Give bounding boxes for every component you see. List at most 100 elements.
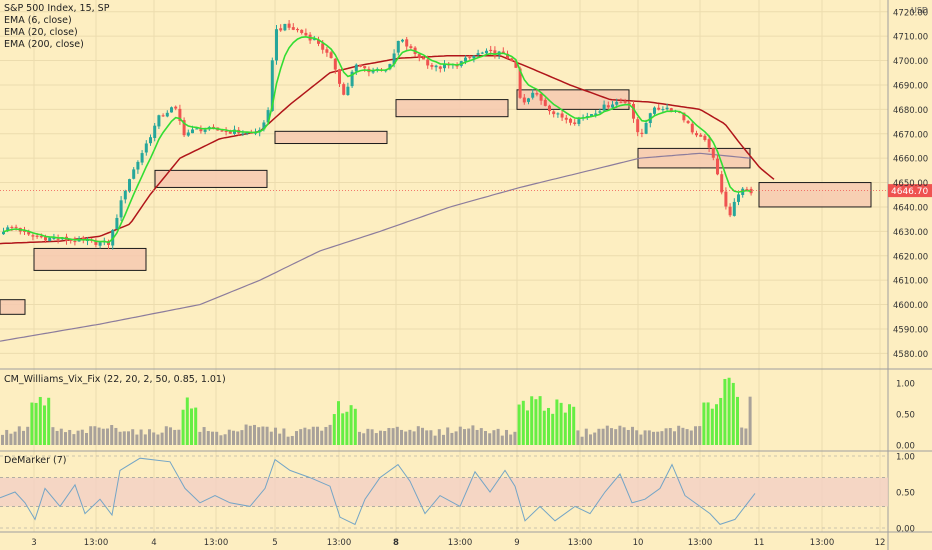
candle-body: [577, 119, 581, 124]
vix-bar: [689, 430, 693, 445]
vix-bar: [425, 430, 429, 445]
vix-bar: [677, 425, 681, 445]
demarker-band: [0, 477, 888, 507]
candle-body: [569, 118, 572, 123]
candle-body: [371, 70, 375, 73]
price-tick: 4640.00: [893, 203, 928, 213]
candle-body: [443, 64, 446, 69]
vix-bar: [429, 430, 433, 445]
vix-bar: [316, 426, 319, 445]
vix-legend[interactable]: CM_Williams_Vix_Fix (22, 20, 2, 50, 0.85…: [4, 374, 226, 385]
candle-body: [430, 65, 434, 67]
candle-body: [619, 101, 623, 103]
vix-bar: [618, 425, 622, 445]
candle-body: [27, 230, 31, 235]
candle-body: [317, 39, 320, 44]
vix-bar: [59, 428, 63, 445]
vix-bar: [295, 431, 298, 445]
vix-bar: [442, 434, 445, 445]
vix-bar: [374, 433, 378, 445]
candle-body: [573, 122, 577, 125]
ema20-line: [0, 54, 775, 245]
zones: [0, 89, 872, 315]
candle-body: [287, 23, 291, 28]
candle-body: [510, 58, 514, 62]
vix-bar: [303, 427, 307, 445]
candle-body: [409, 46, 413, 49]
vix-bar: [736, 396, 739, 445]
candle-body: [531, 92, 535, 98]
candle-body: [535, 93, 539, 95]
vix-bar: [496, 428, 500, 445]
demarker-legend[interactable]: DeMarker (7): [4, 455, 67, 466]
candle-body: [333, 58, 337, 70]
candle-body: [564, 117, 568, 120]
vix-bar: [80, 429, 84, 445]
grid-lines: [0, 0, 888, 532]
vix-bar: [404, 431, 408, 445]
candle-body: [52, 238, 56, 240]
candle-body: [161, 115, 165, 117]
vix-bar: [681, 427, 685, 445]
vix-bar: [337, 401, 340, 445]
vix-bar: [22, 430, 25, 445]
time-tick: 13:00: [568, 538, 593, 548]
candle-body: [115, 217, 119, 230]
vix-bar: [202, 427, 206, 445]
candle-body: [489, 49, 493, 52]
vix-bar: [215, 431, 219, 445]
vix-bar: [160, 432, 164, 445]
vix-bar: [353, 408, 357, 445]
day-tick: 10: [633, 538, 644, 548]
candle-body: [485, 50, 488, 54]
candle-body: [653, 107, 656, 114]
vix-bar: [475, 429, 479, 445]
candle-body: [10, 226, 14, 228]
vix-bar: [253, 424, 256, 445]
candle-body: [304, 32, 308, 36]
vix-bar: [538, 396, 542, 445]
sr-zone: [0, 299, 26, 315]
candle-body: [506, 53, 509, 59]
candle-body: [359, 64, 362, 67]
candle-body: [199, 129, 203, 132]
vix-bar: [269, 431, 273, 445]
vix-bar: [248, 425, 252, 445]
candle-body: [632, 103, 635, 119]
day-tick: 8: [393, 538, 399, 548]
candle-body: [401, 39, 404, 42]
ema200-legend[interactable]: EMA (200, close): [4, 39, 84, 50]
vix-bar: [589, 434, 592, 445]
price-tick: 4660.00: [893, 155, 928, 165]
vix-bar: [131, 429, 135, 445]
price-tick: 4600.00: [893, 301, 928, 311]
candle-body: [522, 97, 526, 103]
candle-body: [707, 139, 711, 148]
candle-body: [636, 119, 640, 133]
vix-bar: [500, 435, 504, 445]
vix-bar: [395, 426, 399, 445]
ema20-legend[interactable]: EMA (20, close): [4, 27, 78, 38]
currency-label: USD: [911, 6, 928, 15]
vix-bar: [542, 410, 546, 445]
vix-bar: [731, 382, 735, 445]
vix-bar: [450, 432, 454, 445]
vix-bar: [307, 429, 311, 445]
time-tick: 13:00: [204, 538, 229, 548]
vix-bar: [421, 427, 424, 445]
candle-body: [434, 65, 438, 68]
candle-body: [703, 135, 707, 140]
vix-bar: [51, 427, 55, 445]
vix-bar: [194, 407, 198, 445]
candle-body: [153, 125, 157, 138]
vix-bar: [349, 405, 353, 445]
sr-zone: [154, 169, 268, 188]
price-tick: 4700.00: [893, 57, 928, 67]
price-tick: 4670.00: [893, 130, 928, 140]
vix-bar: [169, 427, 172, 445]
ema6-legend[interactable]: EMA (6, close): [4, 15, 72, 26]
vix-bar: [454, 431, 458, 445]
vix-bar: [244, 424, 248, 445]
